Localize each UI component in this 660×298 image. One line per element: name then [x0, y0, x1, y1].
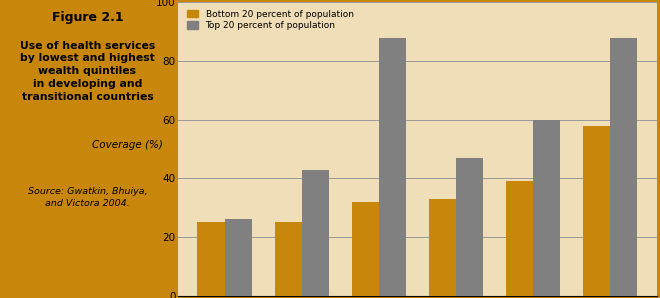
Bar	[379, 38, 406, 296]
Legend: Bottom 20 percent of population, Top 20 percent of population: Bottom 20 percent of population, Top 20 …	[187, 10, 354, 30]
Bar	[610, 38, 638, 296]
Bar	[506, 181, 533, 296]
Bar	[302, 170, 329, 296]
Text: Figure 2.1: Figure 2.1	[51, 11, 123, 24]
Text: Coverage (%): Coverage (%)	[92, 140, 163, 150]
Bar	[429, 199, 456, 296]
Bar	[456, 158, 483, 296]
Bar	[533, 120, 560, 296]
Text: Source: Gwatkin, Bhuiya,
and Victora 2004.: Source: Gwatkin, Bhuiya, and Victora 200…	[28, 187, 147, 208]
Text: Use of health services
by lowest and highest
wealth quintiles
in developing and
: Use of health services by lowest and hig…	[20, 41, 155, 102]
Bar	[275, 222, 302, 296]
Bar	[197, 222, 224, 296]
Bar	[224, 219, 251, 296]
Bar	[583, 125, 611, 296]
Bar	[352, 202, 379, 296]
